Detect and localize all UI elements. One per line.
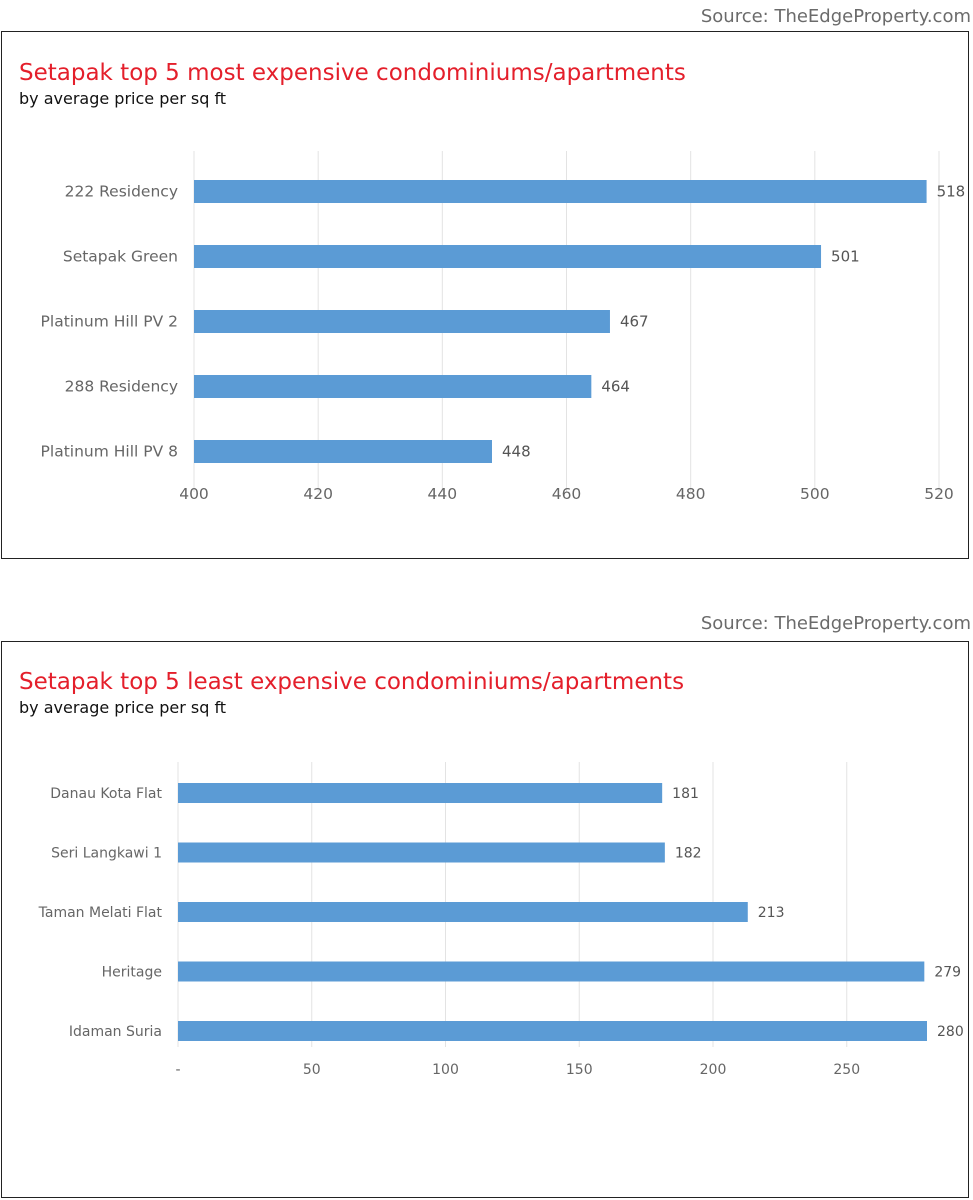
bar (194, 245, 822, 268)
tick-label: 420 (303, 485, 333, 503)
tick-label: 500 (800, 485, 830, 503)
data-label: 182 (675, 846, 702, 862)
bar (194, 440, 492, 463)
bar (194, 180, 927, 203)
category-label: Idaman Suria (69, 1024, 162, 1040)
chart-subtitle: by average price per sq ft (19, 89, 227, 108)
tick-label: 100 (432, 1062, 459, 1078)
bar (178, 783, 663, 803)
category-label: 288 Residency (65, 378, 178, 396)
data-label: 467 (620, 313, 649, 331)
category-label: Heritage (102, 965, 162, 981)
bar (178, 1021, 927, 1041)
tick-label: 150 (566, 1062, 593, 1078)
bar-chart-most-expensive: 400 420 440 460 480 500 520 222 Residency 518 Set… (41, 151, 966, 503)
data-label: 448 (502, 443, 531, 461)
chart-title: Setapak top 5 most expensive condominium… (19, 60, 686, 86)
bar (178, 961, 925, 982)
tick-label: - (175, 1062, 180, 1078)
chart-subtitle: by average price per sq ft (19, 698, 227, 717)
tick-label: 480 (676, 485, 706, 503)
tick-label: 400 (179, 485, 209, 503)
data-label: 181 (672, 786, 699, 802)
data-label: 213 (758, 905, 785, 921)
tick-label: 440 (428, 485, 458, 503)
tick-label: 50 (303, 1062, 321, 1078)
chart-panel-most-expensive: Setapak top 5 most expensive condominium… (1, 31, 969, 559)
tick-label: 460 (552, 485, 582, 503)
category-label: Taman Melati Flat (38, 905, 163, 921)
tick-label: 250 (833, 1062, 860, 1078)
data-label: 280 (937, 1024, 964, 1040)
bar (194, 310, 610, 333)
category-label: 222 Residency (65, 183, 178, 201)
bar-chart-least-expensive: - 50 100 150 200 250 Danau Kota Flat 181 Seri La… (38, 762, 964, 1078)
tick-label: 520 (924, 485, 954, 503)
source-credit: Source: TheEdgeProperty.com (700, 613, 971, 634)
category-label: Platinum Hill PV 8 (41, 443, 178, 461)
bar (178, 902, 748, 922)
data-label: 518 (937, 183, 966, 201)
source-credit: Source: TheEdgeProperty.com (700, 6, 971, 27)
chart-title: Setapak top 5 least expensive condominiu… (19, 669, 685, 695)
bar (178, 842, 665, 863)
tick-label: 200 (700, 1062, 727, 1078)
data-label: 501 (831, 248, 860, 266)
chart-panel-least-expensive: Setapak top 5 least expensive condominiu… (1, 641, 969, 1198)
data-label: 464 (601, 378, 630, 396)
category-label: Setapak Green (63, 248, 178, 266)
data-label: 279 (934, 965, 961, 981)
category-label: Danau Kota Flat (50, 786, 162, 802)
category-label: Platinum Hill PV 2 (41, 313, 178, 331)
category-label: Seri Langkawi 1 (51, 846, 162, 862)
bar (194, 375, 592, 398)
